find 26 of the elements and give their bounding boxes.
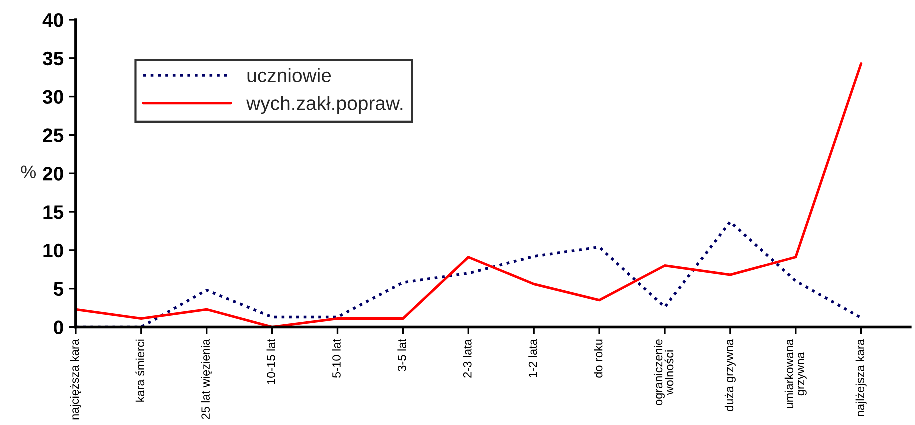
y-tick-label: 10 (44, 244, 64, 258)
y-tick-label: 0 (54, 320, 64, 334)
legend-label: uczniowie (248, 68, 332, 82)
line-series (76, 62, 863, 328)
x-tick-label: najlżejsza kara (856, 339, 867, 416)
y-tick-label: 35 (42, 52, 64, 66)
legend-label: wych.zakł.popraw. (246, 96, 403, 114)
y-tick-label: 40 (42, 13, 64, 28)
x-tick-label: kara śmierci (136, 340, 145, 402)
x-tick-label: do roku (594, 340, 603, 378)
x-tick-label: 5-10 lat (332, 339, 341, 378)
y-tick-label: 5 (54, 282, 64, 296)
y-tick-label: 15 (44, 206, 64, 220)
x-tick-label: 25 lat więzienia (201, 339, 212, 420)
y-tick-label: 20 (43, 167, 64, 181)
y-axis-title: % (21, 166, 36, 178)
x-tick-label: 2-3 lata (463, 339, 472, 378)
x-tick-label: 1-2 lata (528, 339, 538, 378)
x-tick-label: ograniczenie wolności (654, 340, 674, 406)
y-tick-label: 30 (42, 90, 64, 104)
x-tick-label: 3-5 lat (398, 339, 406, 372)
x-tick-label: duża grzywna (724, 339, 736, 412)
x-tick-label: 10-15 lat (266, 339, 276, 384)
y-tick-label: 25 (43, 128, 64, 142)
x-tick-label: najcięższa kara (70, 339, 82, 420)
x-tick-label: umiarkowana grzywna (784, 339, 807, 408)
